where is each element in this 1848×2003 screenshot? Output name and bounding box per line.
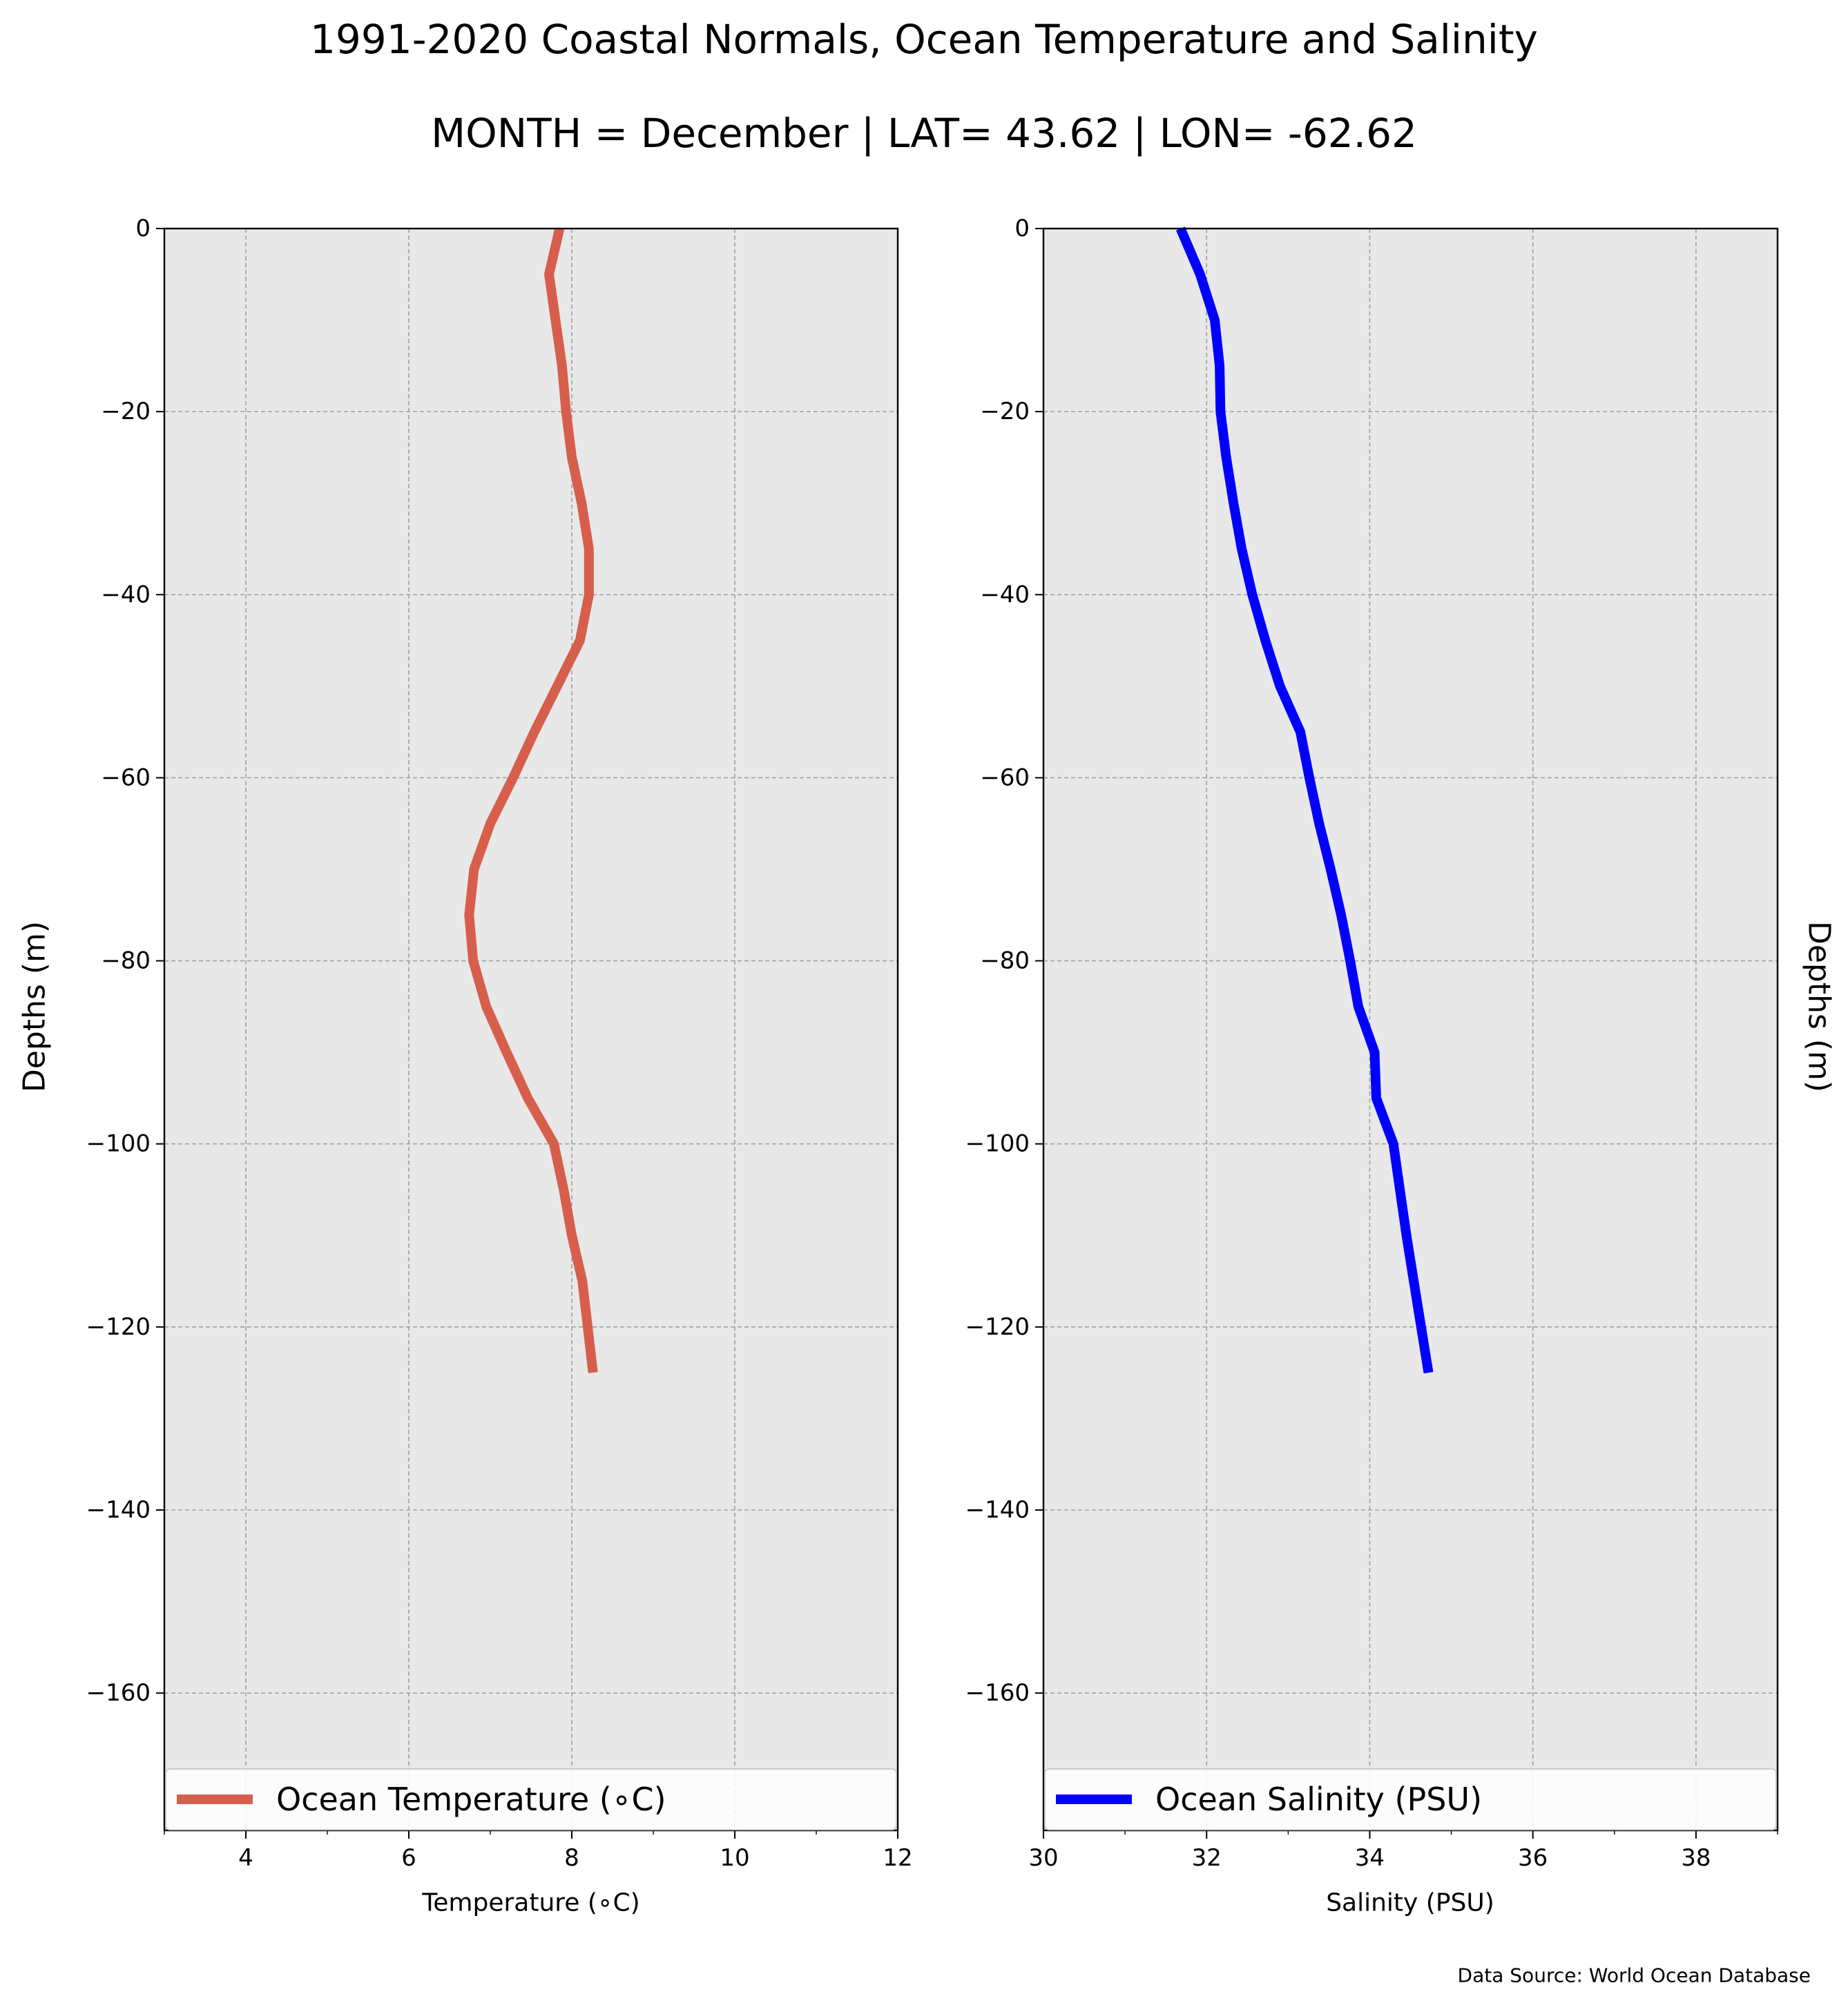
temperature-plot-area	[164, 229, 898, 1830]
salinity-ytick-label: −80	[980, 947, 1030, 975]
salinity-xtick-label: 32	[1192, 1844, 1222, 1872]
temperature-xlabel: Temperature (∘C)	[421, 1889, 639, 1917]
temperature-legend: Ocean Temperature (∘C)	[165, 1768, 897, 1830]
salinity-ylabel: Depths (m)	[1802, 921, 1837, 1092]
figure-title: 1991-2020 Coastal Normals, Ocean Tempera…	[310, 16, 1538, 63]
temperature-xtick-label: 12	[883, 1844, 912, 1872]
salinity-ytick-label: −160	[965, 1679, 1030, 1707]
temperature-ytick-label: −20	[101, 398, 151, 425]
temperature-legend-label: Ocean Temperature (∘C)	[276, 1781, 666, 1818]
temperature-xtick-label: 4	[238, 1844, 253, 1872]
data-source-note: Data Source: World Ocean Database	[1458, 1964, 1811, 1987]
temperature-ytick-label: −120	[86, 1313, 151, 1341]
temperature-xtick-label: 8	[564, 1844, 579, 1872]
temperature-ytick-label: −40	[101, 581, 151, 608]
temperature-xtick-label: 6	[401, 1844, 416, 1872]
salinity-ytick-label: −60	[980, 764, 1030, 791]
salinity-plot-area	[1043, 229, 1778, 1830]
salinity-xtick-label: 30	[1028, 1844, 1058, 1872]
salinity-series-line	[1175, 226, 1434, 1374]
temperature-ylabel: Depths (m)	[17, 921, 52, 1092]
temperature-ytick-label: −160	[86, 1679, 151, 1707]
salinity-ytick-label: −20	[980, 398, 1030, 425]
salinity-ytick-label: −40	[980, 581, 1030, 608]
salinity-ytick-label: 0	[1014, 215, 1030, 242]
temperature-panel: 0 −20 −40 −60 −80 −100 −120 −140 −160 4 6 8 10 12 Ocea…	[17, 215, 913, 1917]
figure-subtitle: MONTH = December | LAT= 43.62 | LON= -62…	[431, 110, 1417, 157]
temperature-series-line	[464, 227, 598, 1373]
temperature-xtick-label: 10	[720, 1844, 749, 1872]
salinity-legend: Ocean Salinity (PSU)	[1044, 1768, 1777, 1830]
temperature-legend-box	[165, 1768, 897, 1830]
salinity-ytick-label: −100	[965, 1130, 1030, 1158]
salinity-xlabel: Salinity (PSU)	[1326, 1889, 1494, 1917]
salinity-xtick-label: 34	[1355, 1844, 1385, 1872]
salinity-legend-label: Ocean Salinity (PSU)	[1155, 1781, 1482, 1818]
salinity-panel: 0 −20 −40 −60 −80 −100 −120 −140 −160 30 32 34 36 38 O…	[965, 215, 1837, 1917]
temperature-ytick-label: −80	[101, 947, 151, 975]
temperature-ytick-label: −100	[86, 1130, 151, 1158]
salinity-xtick-label: 38	[1681, 1844, 1711, 1872]
temperature-ytick-label: −60	[101, 764, 151, 791]
temperature-ytick-label: −140	[86, 1496, 151, 1524]
salinity-ytick-label: −140	[965, 1496, 1030, 1524]
salinity-ytick-label: −120	[965, 1313, 1030, 1341]
temperature-ytick-label: 0	[135, 215, 151, 242]
salinity-legend-box	[1044, 1768, 1777, 1830]
salinity-xtick-label: 36	[1518, 1844, 1548, 1872]
